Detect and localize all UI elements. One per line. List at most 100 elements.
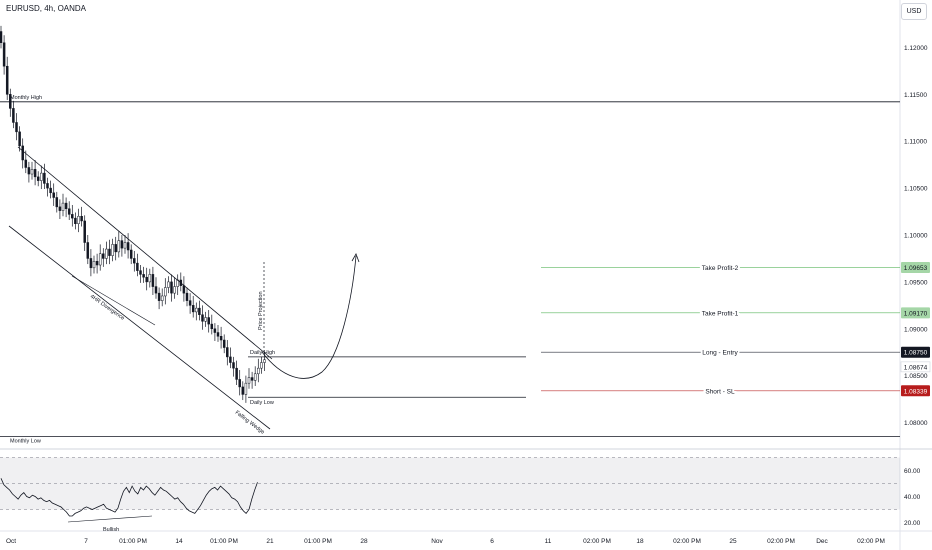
candle-body [160,295,164,301]
candle [253,366,257,386]
candle-body [170,281,173,294]
price-tick-label: 1.08500 [904,373,928,380]
candle [105,241,108,265]
candle [80,206,83,227]
price-tick-label: 1.12000 [904,45,928,52]
candle-body [49,187,52,194]
candle-body [244,382,248,395]
level-label: Daily Low [250,400,274,406]
symbol-title: EURUSD, 4h, OANDA [6,4,87,13]
candle-body [154,286,158,294]
candle-body [30,169,34,175]
candle [157,287,161,310]
price-badge-label: 1.09170 [904,310,928,317]
candle [133,250,136,272]
candle-body [250,377,254,381]
candle [244,375,248,403]
bullish-divergence-line [67,515,153,523]
time-tick-label: 25 [729,538,737,545]
candle-body [191,305,195,313]
time-tick-label: 02:00 PM [767,538,795,545]
candle [21,138,24,169]
candle-body [40,172,43,181]
candle [129,244,133,265]
time-tick-label: Nov [431,538,443,545]
candle [139,265,142,283]
currency-button[interactable]: USD [901,3,927,20]
candle-body [188,300,192,306]
candle-body [151,274,155,287]
divergence-label: 4HR Divergence [89,294,126,322]
projection-curve [261,255,357,379]
time-tick-label: 01:00 PM [304,538,332,545]
candle [15,113,18,141]
candle [71,204,74,227]
candle [148,268,152,288]
candle [164,278,167,305]
candle-body [102,253,105,259]
time-tick-label: 01:00 PM [119,538,147,545]
trade-level-label: Take Profit-2 [702,265,739,272]
candle [250,371,254,389]
candle-body [198,307,201,315]
candle-body [260,362,263,369]
candle [154,277,158,299]
candle [12,100,15,129]
time-tick-label: 7 [84,538,88,545]
candle-body [77,215,80,224]
price-tick-label: 1.11500 [904,92,927,99]
candle-body [67,208,71,215]
candle-body [257,367,260,375]
candle [160,288,164,307]
candle [170,274,173,302]
price-tick-label: 1.09500 [904,279,928,286]
candle-body [182,285,186,294]
candle [210,314,214,335]
candle [92,255,96,274]
price-badge-label: 1.08750 [904,350,928,357]
candle-body [195,307,198,313]
candle [136,253,139,277]
candle [204,311,207,327]
candle [33,159,37,186]
candle-body [9,94,12,109]
trade-level-label: Take Profit-1 [702,310,739,317]
time-tick-label: 28 [360,538,368,545]
candle-body [58,206,62,211]
candle [52,183,55,206]
bullish-label: Bullish [103,527,119,533]
current-price-label: 1.08674 [904,364,928,371]
candle-body [98,253,102,266]
candle-body [222,339,226,348]
candle [61,193,65,217]
candle [83,215,86,251]
rsi-tick-label: 60.00 [904,468,921,475]
candle [185,287,189,307]
candle [2,35,6,75]
price-tick-label: 1.09000 [904,326,928,333]
candle [241,381,245,401]
candle-body [117,240,121,253]
candle [207,310,210,333]
candle-body [126,242,130,251]
candle [67,201,71,220]
candle-body [219,336,223,341]
candle [55,191,59,213]
level-label: Monthly Low [10,439,41,445]
candle [145,267,148,291]
price-badge [901,346,930,358]
time-tick-label: Oct [6,538,16,545]
time-tick-label: 14 [175,538,183,545]
candle [142,266,145,283]
candle-body [43,172,46,184]
candle [219,326,223,349]
candle-body [12,108,15,123]
trade-level-label: Short - SL [705,388,735,395]
trade-level-label: Long - Entry [702,350,738,357]
candle [238,370,241,396]
candle [216,325,220,342]
candle [18,126,21,152]
candle-body [210,323,214,330]
